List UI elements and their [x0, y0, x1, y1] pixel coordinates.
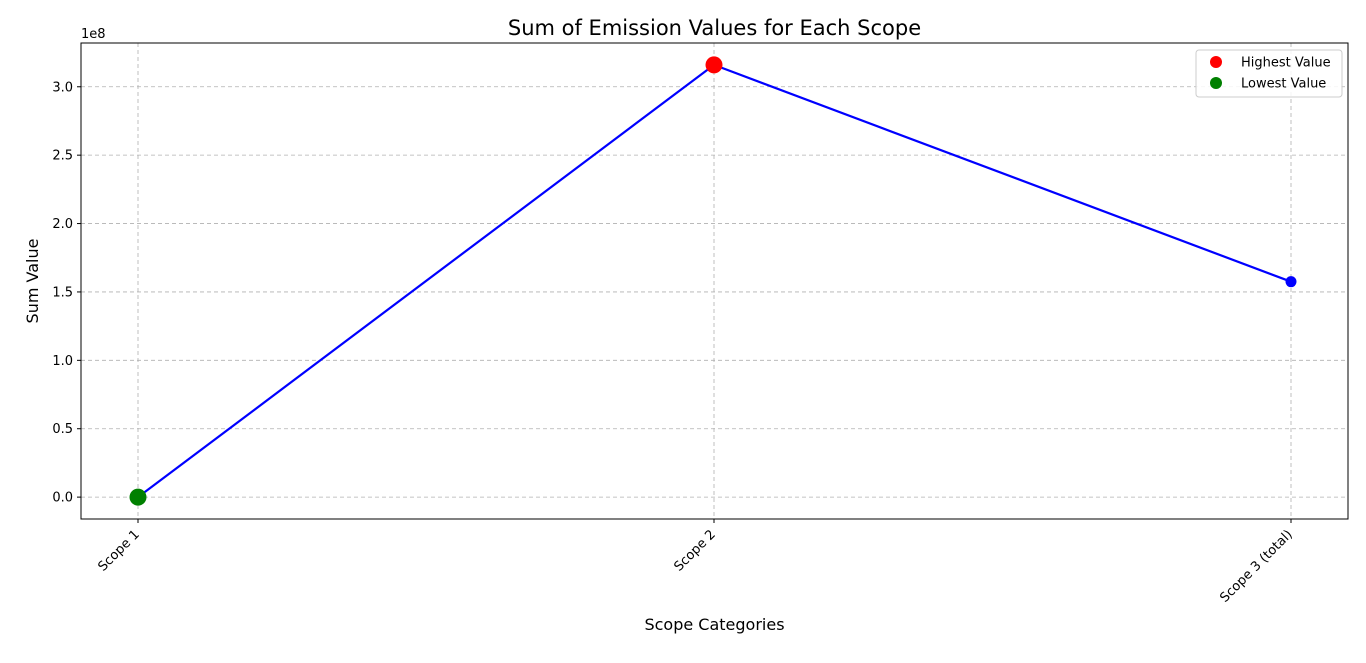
y-tick-label: 3.0: [52, 80, 73, 95]
data-point: [1285, 276, 1297, 288]
highest-value-marker: [705, 56, 723, 74]
y-tick-label: 0.0: [52, 491, 73, 506]
legend-box: [1195, 49, 1343, 98]
plot-area: [81, 43, 1348, 519]
legend: Highest Value Lowest Value: [1195, 49, 1343, 98]
y-tick-label: 2.5: [52, 149, 73, 164]
y-axis-offset-label: 1e8: [81, 27, 106, 42]
chart-title: Sum of Emission Values for Each Scope: [508, 16, 921, 40]
x-axis-label: Scope Categories: [644, 615, 784, 634]
y-tick-label: 0.5: [52, 422, 73, 437]
legend-marker: [1210, 56, 1222, 68]
grid: [81, 43, 1348, 519]
lowest-value-marker: [129, 488, 147, 506]
data-markers: [129, 56, 1297, 506]
y-tick-label: 2.0: [52, 217, 73, 232]
y-tick-label: 1.5: [52, 285, 73, 300]
legend-label: Highest Value: [1241, 56, 1331, 71]
y-axis-label: Sum Value: [23, 239, 42, 324]
legend-marker: [1210, 77, 1222, 89]
y-tick-label: 1.0: [52, 354, 73, 369]
legend-label: Lowest Value: [1241, 77, 1326, 92]
